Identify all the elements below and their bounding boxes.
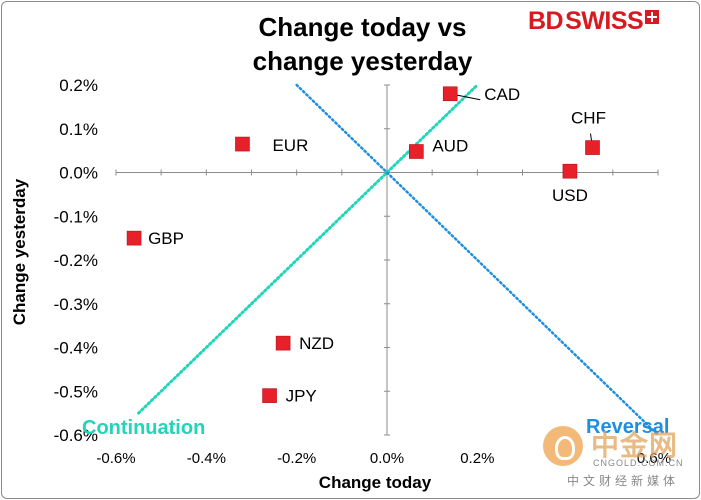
x-tick-label: 0.2% [460,450,494,467]
continuation-line [137,83,479,415]
x-tick-label: -0.4% [187,450,226,467]
watermark-name: 中金网 [591,430,679,461]
y-tick-label: 0.2% [59,76,98,95]
y-tick-label: -0.6% [54,426,98,445]
data-point-nzd [275,335,291,351]
data-point-gbp [126,230,142,246]
data-point-jpy [262,388,277,403]
watermark-tagline: 中文财经新媒体 [567,474,680,488]
logo-text-bd: BD [528,6,564,35]
x-axis-label: Change today [318,473,432,492]
y-tick-label: -0.1% [54,207,98,226]
continuation-label: Continuation [82,417,206,439]
point-label-gbp: GBP [148,229,184,248]
cngold-logo-icon [543,426,583,466]
data-point-eur [235,136,250,152]
y-tick-label: -0.3% [54,295,98,314]
chart-title-line-2: change yesterday [252,46,473,76]
point-label-eur: EUR [272,136,308,155]
point-label-cad: CAD [484,85,520,104]
watermark-url: CNGOLD.COM.CN [593,458,684,468]
y-tick-label: 0.1% [59,120,98,139]
cngold-watermark: 中金网 CNGOLD.COM.CN 中文财经新媒体 [543,424,693,488]
reversal-line [295,83,660,437]
chart-title: Change today vs change yesterday [190,10,535,78]
data-point-cad [442,86,458,102]
swiss-cross-icon [645,10,660,24]
data-point-usd [562,163,578,179]
y-tick-label: -0.5% [54,382,98,401]
x-tick-label: -0.6% [96,450,135,467]
x-tick-label: 0.0% [370,450,404,467]
point-label-nzd: NZD [299,334,334,353]
point-label-usd: USD [552,186,588,205]
data-point-chf [585,140,600,155]
x-tick-label: 0.6% [637,450,671,467]
logo-text-swiss: SWISS [565,6,644,35]
data-point-aud [409,144,424,159]
bdswiss-logo: BD SWISS [528,6,660,36]
point-label-jpy: JPY [286,387,317,406]
reversal-label: Reversal [586,416,670,438]
point-label-aud: AUD [432,137,468,156]
point-label-chf: CHF [571,109,606,128]
chart-title-line-1: Change today vs [258,12,467,42]
y-tick-label: -0.2% [54,251,98,270]
y-tick-label: -0.4% [54,339,98,358]
y-tick-label: 0.0% [59,164,98,183]
x-tick-label: -0.2% [277,450,316,467]
